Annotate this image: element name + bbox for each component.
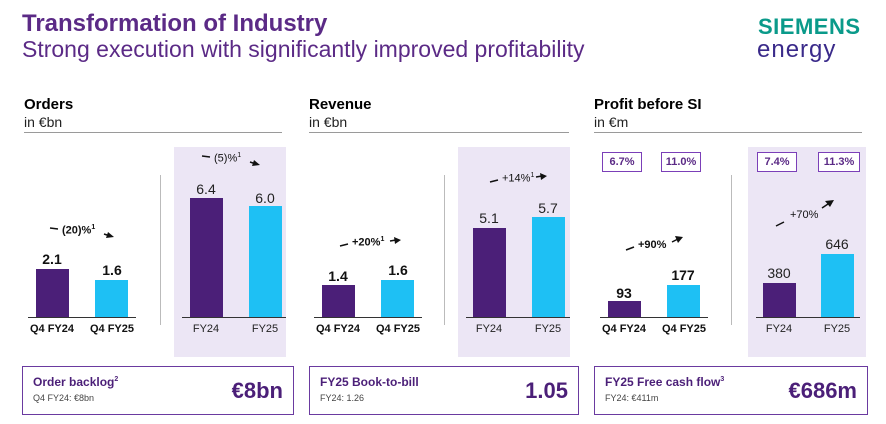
orders-quarter-footnote: 1: [91, 224, 96, 231]
profit-unit: in €m: [594, 114, 629, 130]
profit-fy24-value: 380: [767, 265, 791, 281]
profit-rule: [594, 132, 862, 133]
profit-fy25-label: FY25: [823, 323, 851, 335]
orders-q4fy24-value: 2.1: [42, 251, 62, 267]
profit-q4fy24-bar: [608, 301, 641, 317]
profit-fy24-bar: [763, 283, 796, 317]
orders-fy24-label: FY24: [192, 323, 220, 335]
revenue-q4fy25-bar: [381, 280, 414, 317]
profit-fy25-bar: [821, 254, 854, 317]
revenue-q4fy25-label: Q4 FY25: [375, 323, 421, 335]
trend-arrow-icon: [489, 173, 547, 183]
profit-year-change-label: +70%: [790, 209, 819, 221]
orders-q4fy24-label: Q4 FY24: [29, 323, 75, 335]
profit-kpi-box: FY25 Free cash flow3 FY24: €411m €686m: [594, 366, 868, 415]
revenue-year-change-label: +14%: [502, 172, 531, 185]
profit-q4fy25-bar: [667, 285, 700, 317]
revenue-q4fy24-value: 1.4: [328, 268, 348, 284]
revenue-fy25-label: FY25: [534, 323, 562, 335]
profit-fy25-value: 646: [825, 236, 849, 252]
orders-fy25-value: 6.0: [255, 190, 275, 206]
profit-q4fy25-margin: 11.0%: [661, 152, 701, 172]
revenue-divider: [444, 175, 445, 325]
trend-arrow-icon: [201, 155, 260, 166]
orders-year-footnote: 1: [237, 152, 242, 159]
trend-arrow-icon: [339, 237, 401, 247]
revenue-kpi-label: FY25 Book-to-bill: [320, 375, 419, 389]
revenue-fy24-bar: [473, 228, 506, 317]
orders-fy24-bar: [190, 198, 223, 317]
orders-q4fy25-value: 1.6: [102, 262, 122, 278]
orders-q4fy25-label: Q4 FY25: [89, 323, 135, 335]
profit-kpi-value: €686m: [788, 378, 857, 403]
revenue-kpi-sub: FY24: 1.26: [320, 393, 365, 403]
revenue-fy25-bar: [532, 217, 565, 317]
revenue-year-axis: [466, 317, 570, 318]
revenue-title: Revenue: [309, 96, 372, 113]
orders-title: Orders: [24, 96, 74, 113]
profit-quarter-axis: [600, 317, 708, 318]
profit-q4fy24-label: Q4 FY24: [601, 323, 647, 335]
profit-title: Profit before SI: [594, 96, 702, 113]
orders-fy25-bar: [249, 206, 282, 317]
revenue-rule: [309, 132, 569, 133]
revenue-kpi-box: FY25 Book-to-bill FY24: 1.26 1.05: [309, 366, 579, 415]
orders-fy25-label: FY25: [251, 323, 279, 335]
profit-kpi-sub: FY24: €411m: [605, 393, 659, 403]
profit-q4fy25-value: 177: [671, 267, 695, 283]
orders-rule: [24, 132, 282, 133]
orders-kpi-sub: Q4 FY24: €8bn: [33, 393, 95, 403]
revenue-q4fy24-label: Q4 FY24: [315, 323, 361, 335]
revenue-q4fy25-value: 1.6: [388, 262, 408, 278]
orders-kpi-label: Order backlog: [33, 375, 115, 389]
profit-q4fy24-margin: 6.7%: [602, 152, 642, 172]
revenue-fy24-label: FY24: [475, 323, 503, 335]
revenue-kpi-value: 1.05: [525, 378, 568, 403]
orders-year-change-label: (5)%: [214, 152, 238, 165]
page-subtitle: Strong execution with significantly impr…: [22, 36, 585, 62]
trend-arrow-icon: [625, 236, 683, 251]
profit-fy25-margin: 11.3%: [818, 152, 860, 172]
logo-siemens: SIEMENS: [758, 14, 861, 39]
page-title: Transformation of Industry: [22, 10, 328, 37]
orders-kpi-footnote: 2: [114, 376, 119, 383]
profit-kpi-label: FY25 Free cash flow: [605, 375, 721, 389]
revenue-unit: in €bn: [309, 114, 348, 130]
orders-quarter-change-label: (20)%: [62, 224, 92, 237]
orders-kpi-box: Order backlog2 Q4 FY24: €8bn €8bn: [22, 366, 294, 415]
orders-fy24-value: 6.4: [196, 181, 216, 197]
trend-arrow-icon: [775, 200, 834, 227]
revenue-fy25-value: 5.7: [538, 200, 558, 216]
orders-quarter-axis: [28, 317, 136, 318]
orders-q4fy24-bar: [36, 269, 69, 317]
logo-energy: energy: [757, 36, 837, 63]
profit-quarter-change-label: +90%: [638, 239, 667, 251]
orders-q4fy25-bar: [95, 280, 128, 317]
orders-divider: [160, 175, 161, 325]
orders-kpi-value: €8bn: [231, 378, 283, 403]
revenue-fy24-value: 5.1: [479, 210, 499, 226]
revenue-q4fy24-bar: [322, 285, 355, 317]
profit-fy24-label: FY24: [765, 323, 793, 335]
revenue-quarter-axis: [314, 317, 422, 318]
profit-year-axis: [756, 317, 860, 318]
trend-arrow-icon: [49, 227, 114, 238]
orders-year-axis: [182, 317, 286, 318]
revenue-quarter-change-label: +20%: [352, 236, 381, 249]
profit-divider: [731, 175, 732, 325]
profit-year-panel: [748, 147, 866, 357]
revenue-quarter-footnote: 1: [380, 236, 385, 243]
profit-q4fy24-value: 93: [616, 285, 632, 301]
profit-q4fy25-label: Q4 FY25: [661, 323, 707, 335]
profit-kpi-footnote: 3: [720, 376, 725, 383]
orders-unit: in €bn: [24, 114, 63, 130]
profit-fy24-margin: 7.4%: [757, 152, 797, 172]
revenue-year-footnote: 1: [530, 172, 535, 179]
